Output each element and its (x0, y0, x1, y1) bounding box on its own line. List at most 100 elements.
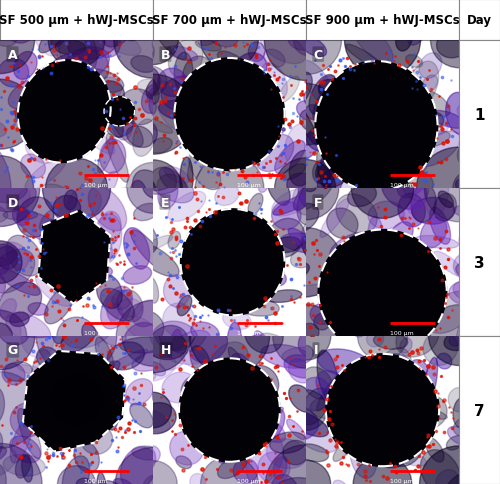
Ellipse shape (120, 447, 156, 484)
Ellipse shape (208, 400, 248, 423)
Ellipse shape (419, 328, 438, 365)
Ellipse shape (270, 228, 342, 297)
Ellipse shape (64, 47, 110, 80)
Ellipse shape (416, 132, 460, 167)
Ellipse shape (96, 82, 124, 107)
Ellipse shape (80, 252, 102, 275)
Ellipse shape (164, 275, 190, 307)
Ellipse shape (40, 211, 54, 231)
Ellipse shape (445, 473, 466, 484)
Ellipse shape (176, 456, 192, 469)
Ellipse shape (126, 454, 150, 484)
Ellipse shape (100, 288, 134, 321)
Ellipse shape (44, 228, 68, 253)
Ellipse shape (85, 130, 115, 155)
Ellipse shape (116, 301, 190, 372)
Ellipse shape (149, 90, 169, 119)
Ellipse shape (366, 125, 400, 162)
Ellipse shape (244, 365, 279, 400)
Ellipse shape (222, 311, 252, 330)
Ellipse shape (382, 173, 416, 206)
Ellipse shape (108, 194, 122, 207)
Ellipse shape (174, 191, 188, 204)
Text: 100 μm: 100 μm (390, 183, 414, 188)
Ellipse shape (304, 238, 329, 260)
Ellipse shape (100, 100, 124, 138)
Ellipse shape (402, 174, 428, 201)
Ellipse shape (106, 350, 148, 373)
Ellipse shape (131, 283, 149, 300)
Ellipse shape (348, 94, 374, 111)
Ellipse shape (132, 301, 162, 327)
Ellipse shape (0, 118, 6, 138)
Ellipse shape (288, 411, 329, 437)
Ellipse shape (336, 195, 378, 234)
Ellipse shape (378, 348, 412, 387)
Ellipse shape (330, 233, 372, 261)
Ellipse shape (123, 266, 152, 285)
Ellipse shape (192, 25, 222, 38)
Ellipse shape (446, 436, 464, 450)
Text: 100 μm: 100 μm (237, 478, 261, 483)
Ellipse shape (272, 478, 319, 484)
Ellipse shape (254, 331, 272, 357)
Ellipse shape (23, 391, 56, 426)
Ellipse shape (55, 41, 86, 56)
Ellipse shape (449, 332, 463, 347)
Ellipse shape (218, 79, 237, 96)
Ellipse shape (57, 318, 96, 355)
Ellipse shape (356, 163, 409, 214)
Ellipse shape (302, 219, 322, 243)
Ellipse shape (316, 158, 349, 188)
Ellipse shape (0, 148, 11, 197)
Ellipse shape (316, 371, 360, 413)
Ellipse shape (256, 135, 294, 172)
Ellipse shape (360, 420, 406, 435)
Ellipse shape (132, 120, 156, 157)
Ellipse shape (236, 298, 279, 317)
Ellipse shape (38, 184, 72, 207)
Ellipse shape (260, 345, 312, 368)
Ellipse shape (230, 354, 250, 376)
Text: 100 μm: 100 μm (84, 183, 108, 188)
Ellipse shape (378, 310, 400, 327)
Ellipse shape (404, 406, 448, 420)
Ellipse shape (232, 54, 267, 89)
Ellipse shape (15, 107, 30, 126)
Ellipse shape (0, 323, 12, 358)
Ellipse shape (456, 179, 470, 192)
Ellipse shape (222, 256, 248, 281)
Ellipse shape (292, 178, 330, 216)
Ellipse shape (188, 135, 208, 182)
Ellipse shape (324, 163, 359, 197)
Ellipse shape (106, 135, 128, 183)
Ellipse shape (96, 472, 108, 484)
Ellipse shape (416, 148, 500, 230)
Ellipse shape (14, 52, 37, 80)
Ellipse shape (134, 393, 172, 428)
Ellipse shape (110, 98, 133, 141)
Ellipse shape (122, 306, 184, 366)
Ellipse shape (134, 204, 159, 221)
Ellipse shape (36, 275, 71, 307)
Text: C: C (314, 48, 323, 61)
Ellipse shape (35, 413, 56, 432)
Ellipse shape (81, 14, 120, 58)
Ellipse shape (290, 415, 339, 453)
Ellipse shape (358, 312, 408, 361)
Ellipse shape (457, 105, 475, 121)
Ellipse shape (182, 105, 205, 132)
Ellipse shape (273, 457, 287, 479)
Ellipse shape (201, 14, 258, 69)
Ellipse shape (418, 291, 447, 320)
Ellipse shape (21, 155, 46, 179)
Ellipse shape (270, 7, 342, 76)
Ellipse shape (286, 174, 324, 203)
Ellipse shape (128, 379, 152, 393)
Ellipse shape (124, 28, 140, 42)
Ellipse shape (178, 296, 192, 316)
Text: Day: Day (467, 14, 492, 27)
Ellipse shape (408, 155, 427, 175)
Ellipse shape (58, 26, 97, 77)
Ellipse shape (266, 290, 302, 303)
